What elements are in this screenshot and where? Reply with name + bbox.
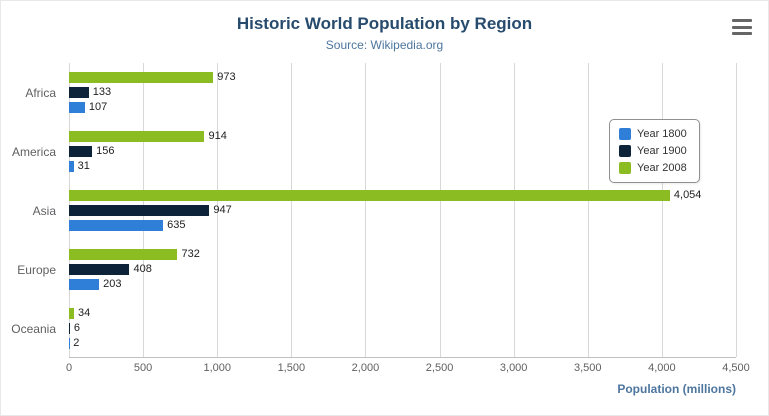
x-axis-label: 1,000 bbox=[203, 362, 231, 374]
legend-item-year-2008[interactable]: Year 2008 bbox=[619, 162, 687, 174]
category-label-europe: Europe bbox=[17, 262, 56, 277]
category-group-africa: 973 133 107 bbox=[69, 63, 736, 122]
x-axis-label: 4,500 bbox=[722, 362, 750, 374]
bar-year-1800-asia bbox=[69, 220, 164, 231]
plot-area: 973 133 107 914 156 31 4,054 947 635 732 408 203 34 6… bbox=[69, 63, 737, 358]
bar-year-1900-america bbox=[69, 146, 93, 157]
data-label: 732 bbox=[181, 248, 200, 260]
x-axis-label: 4,000 bbox=[648, 362, 676, 374]
gridline bbox=[513, 63, 515, 357]
category-label-oceania: Oceania bbox=[11, 321, 56, 336]
gridline bbox=[736, 63, 737, 357]
gridline bbox=[661, 63, 663, 357]
bar-rows: 973 133 107 914 156 31 4,054 947 635 732 408 203 34 6… bbox=[69, 63, 736, 357]
x-axis-tick-labels: 0 500 1,000 1,500 2,000 2,500 3,000 3,500 4,000 4… bbox=[65, 362, 750, 376]
x-axis-label: 2,500 bbox=[425, 362, 454, 374]
bar-line: 6 bbox=[69, 323, 736, 334]
bar-year-1900-africa bbox=[69, 87, 89, 98]
legend-swatch-icon bbox=[619, 162, 631, 174]
bar-line: 107 bbox=[69, 102, 736, 113]
category-group-america: 914 156 31 bbox=[69, 122, 736, 181]
legend-item-year-1800[interactable]: Year 1800 bbox=[619, 128, 687, 140]
hamburger-menu-icon bbox=[732, 25, 752, 29]
data-label: 156 bbox=[96, 145, 115, 157]
gridline bbox=[291, 63, 293, 357]
legend-item-label: Year 2008 bbox=[637, 162, 687, 174]
category-label-africa: Africa bbox=[25, 85, 56, 100]
category-label-america: America bbox=[11, 144, 56, 159]
bar-year-1800-europe bbox=[69, 279, 100, 290]
legend: Year 1800 Year 1900 Year 2008 bbox=[609, 119, 700, 183]
bar-line: 732 bbox=[69, 249, 736, 260]
data-label: 6 bbox=[73, 322, 80, 334]
x-axis-title: Population (millions) bbox=[617, 382, 736, 396]
data-label: 133 bbox=[92, 86, 112, 98]
legend-swatch-icon bbox=[619, 128, 631, 140]
data-label: 947 bbox=[213, 204, 232, 216]
x-axis-label: 3,500 bbox=[574, 362, 602, 374]
bar-year-1900-oceania bbox=[69, 323, 70, 334]
data-label: 2 bbox=[73, 337, 80, 349]
legend-item-year-1900[interactable]: Year 1900 bbox=[619, 145, 687, 157]
bar-line: 408 bbox=[69, 264, 736, 275]
data-label: 973 bbox=[217, 71, 236, 83]
bar-year-1800-africa bbox=[69, 102, 85, 113]
category-label-asia: Asia bbox=[32, 203, 56, 218]
category-group-europe: 732 408 203 bbox=[69, 240, 736, 299]
bar-year-2008-oceania bbox=[69, 308, 75, 319]
data-label: 203 bbox=[103, 278, 122, 290]
gridline bbox=[587, 63, 589, 357]
data-label: 635 bbox=[167, 219, 186, 231]
bar-year-1900-asia bbox=[69, 205, 210, 216]
bar-line: 973 bbox=[69, 72, 736, 83]
data-label: 4,054 bbox=[673, 189, 702, 201]
bar-year-2008-africa bbox=[69, 72, 214, 83]
legend-swatch-icon bbox=[619, 145, 631, 157]
category-group-oceania: 34 6 2 bbox=[69, 299, 736, 358]
bar-line: 635 bbox=[69, 220, 736, 231]
bar-line: 4,054 bbox=[69, 190, 736, 201]
export-menu-button[interactable] bbox=[732, 19, 752, 35]
gridline bbox=[439, 63, 441, 357]
x-axis-label: 1,500 bbox=[277, 362, 306, 374]
bar-line: 34 bbox=[69, 308, 736, 319]
bar-year-2008-america bbox=[69, 131, 205, 142]
bar-line: 133 bbox=[69, 87, 736, 98]
bar-line: 947 bbox=[69, 205, 736, 216]
category-group-asia: 4,054 947 635 bbox=[69, 181, 736, 240]
x-axis-label: 0 bbox=[65, 362, 73, 374]
bar-year-1900-europe bbox=[69, 264, 130, 275]
x-axis-label: 500 bbox=[133, 362, 153, 374]
bar-year-1800-america bbox=[69, 161, 74, 172]
legend-item-label: Year 1900 bbox=[637, 145, 687, 157]
legend-item-label: Year 1800 bbox=[637, 128, 687, 140]
data-label: 34 bbox=[78, 307, 91, 319]
y-axis-category-labels: Africa America Asia Europe Oceania bbox=[1, 63, 63, 358]
data-label: 107 bbox=[88, 101, 108, 113]
bar-line: 31 bbox=[69, 161, 736, 172]
data-label: 914 bbox=[208, 130, 227, 142]
hamburger-menu-icon bbox=[732, 32, 752, 35]
x-axis-label: 2,000 bbox=[351, 362, 380, 374]
gridline bbox=[217, 63, 219, 357]
bar-line: 2 bbox=[69, 338, 736, 349]
bar-year-2008-asia bbox=[69, 190, 670, 201]
bar-year-2008-europe bbox=[69, 249, 178, 260]
bar-line: 203 bbox=[69, 279, 736, 290]
chart-title: Historic World Population by Region bbox=[236, 14, 533, 33]
bar-line: 914 bbox=[69, 131, 736, 142]
x-axis-label: 3,000 bbox=[499, 362, 528, 374]
data-label: 408 bbox=[133, 263, 152, 275]
gridline bbox=[365, 63, 367, 357]
data-label: 31 bbox=[77, 160, 90, 172]
hamburger-menu-icon bbox=[732, 19, 752, 22]
chart-subtitle: Source: Wikipedia.org bbox=[325, 38, 444, 52]
bar-line: 156 bbox=[69, 146, 736, 157]
